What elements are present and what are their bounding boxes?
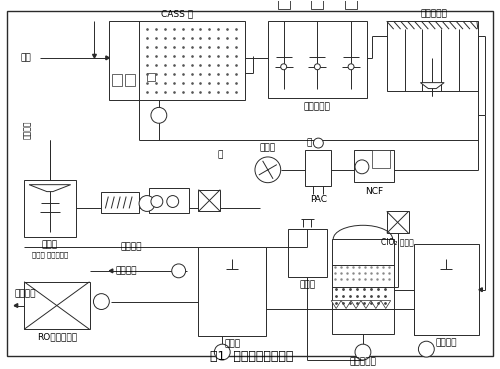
Text: 一级出水: 一级出水 (116, 266, 137, 275)
Text: 二级出水: 二级出水 (14, 289, 36, 298)
Text: 污泥池: 污泥池 (42, 241, 58, 249)
Bar (268, 21, 367, 99)
Polygon shape (341, 301, 351, 308)
Circle shape (167, 196, 178, 207)
Bar (102, 192, 139, 213)
Polygon shape (110, 269, 113, 273)
Text: 泥: 泥 (218, 151, 223, 159)
Bar (110, 21, 245, 100)
Bar (112, 74, 122, 86)
Polygon shape (14, 304, 18, 307)
Bar (198, 247, 266, 336)
Bar (345, 0, 357, 9)
Text: RO反渗透设备: RO反渗透设备 (36, 333, 77, 342)
Text: ClO₂ 发生器: ClO₂ 发生器 (381, 238, 414, 246)
Bar (149, 188, 188, 213)
Bar (312, 0, 324, 9)
Polygon shape (106, 56, 110, 60)
Circle shape (418, 341, 434, 357)
Circle shape (314, 138, 324, 148)
Bar (125, 74, 135, 86)
Text: 进水: 进水 (20, 54, 31, 62)
Bar (24, 282, 90, 329)
Bar (414, 244, 479, 335)
Text: 泥脱水水: 泥脱水水 (120, 242, 142, 252)
Text: 泥脱水水: 泥脱水水 (22, 121, 32, 139)
Circle shape (314, 64, 320, 70)
Bar (354, 150, 394, 182)
Circle shape (151, 107, 167, 123)
Text: CASS 池: CASS 池 (161, 10, 193, 19)
Circle shape (348, 64, 354, 70)
Polygon shape (351, 301, 361, 308)
Bar (198, 190, 220, 211)
Bar (147, 73, 155, 81)
Text: 复配混凝池: 复配混凝池 (304, 102, 331, 111)
Text: 中间水箱: 中间水箱 (436, 339, 457, 348)
Polygon shape (361, 301, 371, 308)
Circle shape (94, 294, 110, 310)
Bar (386, 211, 408, 233)
Text: 吸附过滤器: 吸附过滤器 (350, 358, 376, 366)
Bar (24, 180, 76, 237)
Polygon shape (29, 184, 70, 192)
Bar (306, 150, 331, 186)
Bar (332, 239, 394, 334)
Text: 清水池: 清水池 (224, 340, 240, 349)
Text: 图1  中水回用工艺流程: 图1 中水回用工艺流程 (210, 349, 294, 363)
Circle shape (355, 344, 371, 360)
Polygon shape (371, 301, 381, 308)
Text: 溶盐池: 溶盐池 (300, 280, 316, 289)
Polygon shape (331, 301, 341, 308)
Polygon shape (381, 301, 390, 308)
Circle shape (280, 64, 286, 70)
Text: 鼓风机: 鼓风机 (260, 144, 276, 152)
Circle shape (139, 196, 155, 211)
Circle shape (214, 344, 230, 360)
Bar (386, 21, 478, 90)
Text: 平流沉淀池: 平流沉淀池 (421, 10, 448, 19)
Circle shape (255, 157, 280, 183)
Polygon shape (420, 83, 444, 89)
Bar (278, 0, 289, 9)
Text: 泥: 泥 (307, 139, 312, 148)
Text: PAC: PAC (310, 195, 327, 204)
Text: NCF: NCF (365, 187, 383, 196)
Polygon shape (479, 288, 482, 292)
Circle shape (151, 196, 163, 207)
Circle shape (172, 264, 185, 278)
Bar (372, 150, 390, 168)
Circle shape (355, 160, 369, 174)
Polygon shape (92, 54, 96, 58)
Text: 螺杆泵 污泥脱水机: 螺杆泵 污泥脱水机 (32, 252, 68, 258)
Bar (288, 229, 328, 277)
